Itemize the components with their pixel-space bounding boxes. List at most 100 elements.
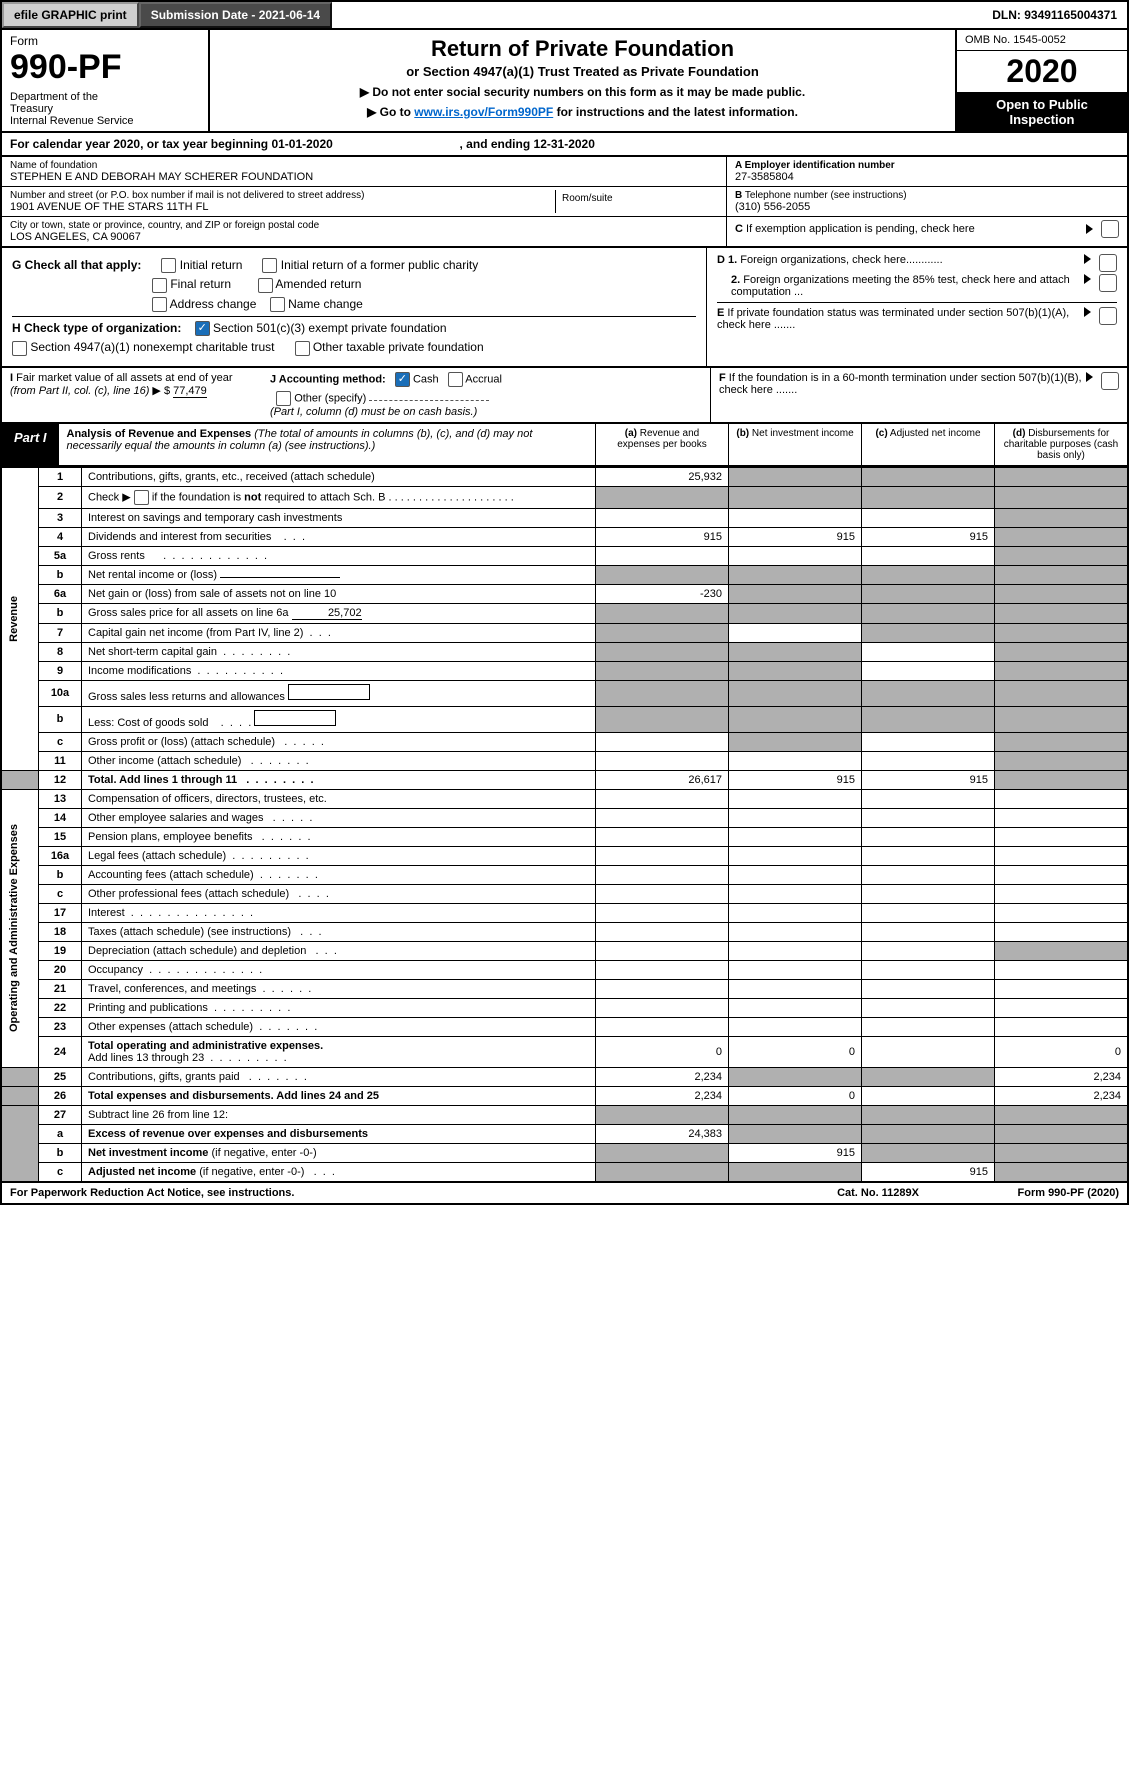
form-number: 990-PF <box>10 48 200 87</box>
foundation-name: STEPHEN E AND DEBORAH MAY SCHERER FOUNDA… <box>10 171 718 183</box>
arrow-icon <box>1084 274 1091 284</box>
part-1-label: Part I <box>2 424 59 465</box>
table-row: 27Subtract line 26 from line 12: <box>1 1105 1128 1124</box>
d2-label: 2. Foreign organizations meeting the 85%… <box>717 274 1084 298</box>
table-row: 4Dividends and interest from securities … <box>1 527 1128 546</box>
final-return-checkbox[interactable] <box>152 278 167 293</box>
table-row: aExcess of revenue over expenses and dis… <box>1 1124 1128 1143</box>
paperwork-notice: For Paperwork Reduction Act Notice, see … <box>10 1187 837 1199</box>
table-row: Revenue 1Contributions, gifts, grants, e… <box>1 467 1128 486</box>
col-b-header: (b) Net investment income <box>728 424 861 465</box>
table-row: 2Check ▶ if the foundation is not requir… <box>1 486 1128 508</box>
section-i-j: I Fair market value of all assets at end… <box>0 368 1129 424</box>
note-2: ▶ Go to www.irs.gov/Form990PF for instru… <box>220 105 945 119</box>
table-row: bNet investment income (if negative, ent… <box>1 1143 1128 1162</box>
form-word: Form <box>10 34 200 48</box>
f-label: F If the foundation is in a 60-month ter… <box>719 372 1086 418</box>
e-checkbox[interactable] <box>1099 307 1117 325</box>
g-label: G Check all that apply: <box>12 258 141 272</box>
table-row: 22Printing and publications . . . . . . … <box>1 998 1128 1017</box>
calendar-year-line: For calendar year 2020, or tax year begi… <box>0 133 1129 157</box>
other-method-checkbox[interactable] <box>276 391 291 406</box>
table-row: 5aGross rents . . . . . . . . . . . . <box>1 546 1128 565</box>
table-row: 8Net short-term capital gain . . . . . .… <box>1 642 1128 661</box>
amended-return-checkbox[interactable] <box>258 278 273 293</box>
check-section: G Check all that apply: Initial return I… <box>0 248 1129 368</box>
instructions-link[interactable]: www.irs.gov/Form990PF <box>414 105 553 119</box>
address-change-checkbox[interactable] <box>152 297 167 312</box>
table-row: 11Other income (attach schedule) . . . .… <box>1 751 1128 770</box>
tax-year: 2020 <box>957 51 1127 93</box>
form-title: Return of Private Foundation <box>220 36 945 62</box>
table-row: cGross profit or (loss) (attach schedule… <box>1 732 1128 751</box>
table-row: bLess: Cost of goods sold . . . . <box>1 706 1128 732</box>
table-row: 15Pension plans, employee benefits . . .… <box>1 827 1128 846</box>
table-row: cOther professional fees (attach schedul… <box>1 884 1128 903</box>
note-1: ▶ Do not enter social security numbers o… <box>220 85 945 99</box>
table-row: 21Travel, conferences, and meetings . . … <box>1 979 1128 998</box>
sch-b-checkbox[interactable] <box>134 490 149 505</box>
phone-value: (310) 556-2055 <box>735 201 1119 213</box>
table-row: bGross sales price for all assets on lin… <box>1 603 1128 623</box>
room-suite-label: Room/suite <box>556 190 718 213</box>
ein-label: A Employer identification number <box>735 160 1119 171</box>
table-row: 16aLegal fees (attach schedule) . . . . … <box>1 846 1128 865</box>
d1-checkbox[interactable] <box>1099 254 1117 272</box>
initial-return-checkbox[interactable] <box>161 258 176 273</box>
col-d-header: (d) Disbursements for charitable purpose… <box>994 424 1127 465</box>
submission-button[interactable]: Submission Date - 2021-06-14 <box>139 2 332 28</box>
exemption-checkbox[interactable] <box>1101 220 1119 238</box>
cash-checkbox[interactable] <box>395 372 410 387</box>
table-row: 14Other employee salaries and wages . . … <box>1 808 1128 827</box>
form-header: Form 990-PF Department of theTreasuryInt… <box>0 30 1129 133</box>
city-label: City or town, state or province, country… <box>10 220 718 231</box>
phone-label: B Telephone number (see instructions) <box>735 190 1119 201</box>
f-checkbox[interactable] <box>1101 372 1119 390</box>
name-change-checkbox[interactable] <box>270 297 285 312</box>
efile-button[interactable]: efile GRAPHIC print <box>2 2 139 28</box>
table-row: 3Interest on savings and temporary cash … <box>1 508 1128 527</box>
other-taxable-checkbox[interactable] <box>295 341 310 356</box>
col-c-header: (c) Adjusted net income <box>861 424 994 465</box>
arrow-icon <box>1086 224 1093 234</box>
table-row: 10aGross sales less returns and allowanc… <box>1 680 1128 706</box>
table-row: cAdjusted net income (if negative, enter… <box>1 1162 1128 1182</box>
dln-text: DLN: 93491165004371 <box>982 4 1127 26</box>
4947-checkbox[interactable] <box>12 341 27 356</box>
table-row: 26Total expenses and disbursements. Add … <box>1 1086 1128 1105</box>
foundation-name-label: Name of foundation <box>10 160 718 171</box>
h-label: H Check type of organization: <box>12 321 181 335</box>
table-row: 23Other expenses (attach schedule) . . .… <box>1 1017 1128 1036</box>
e-label: E If private foundation status was termi… <box>717 307 1084 331</box>
part-1-header: Part I Analysis of Revenue and Expenses … <box>0 424 1129 467</box>
initial-former-checkbox[interactable] <box>262 258 277 273</box>
expenses-label: Operating and Administrative Expenses <box>8 824 20 1032</box>
d2-checkbox[interactable] <box>1099 274 1117 292</box>
catalog-number: Cat. No. 11289X <box>837 1187 919 1199</box>
address: 1901 AVENUE OF THE STARS 11TH FL <box>10 201 555 213</box>
entity-info: Name of foundation STEPHEN E AND DEBORAH… <box>0 157 1129 248</box>
col-a-header: (a) Revenue and expenses per books <box>595 424 728 465</box>
table-row: 6aNet gain or (loss) from sale of assets… <box>1 584 1128 603</box>
d1-label: D 1. Foreign organizations, check here..… <box>717 254 1084 272</box>
arrow-icon <box>1086 372 1093 382</box>
exemption-pending-label: C If exemption application is pending, c… <box>735 223 1086 235</box>
form-subtitle: or Section 4947(a)(1) Trust Treated as P… <box>220 64 945 79</box>
table-row: bAccounting fees (attach schedule) . . .… <box>1 865 1128 884</box>
form-ref: Form 990-PF (2020) <box>919 1187 1119 1199</box>
table-row: 7Capital gain net income (from Part IV, … <box>1 623 1128 642</box>
table-row: bNet rental income or (loss) <box>1 565 1128 584</box>
fmv-value: 77,479 <box>173 385 207 398</box>
ein-value: 27-3585804 <box>735 171 1119 183</box>
accrual-checkbox[interactable] <box>448 372 463 387</box>
table-row: 24Total operating and administrative exp… <box>1 1036 1128 1067</box>
table-row: Operating and Administrative Expenses 13… <box>1 789 1128 808</box>
501c3-checkbox[interactable] <box>195 321 210 336</box>
top-bar: efile GRAPHIC print Submission Date - 20… <box>0 0 1129 30</box>
page-footer: For Paperwork Reduction Act Notice, see … <box>0 1183 1129 1205</box>
dept-text: Department of theTreasuryInternal Revenu… <box>10 91 200 127</box>
table-row: 17Interest . . . . . . . . . . . . . . <box>1 903 1128 922</box>
omb-number: OMB No. 1545-0052 <box>957 30 1127 51</box>
city-state-zip: LOS ANGELES, CA 90067 <box>10 231 718 243</box>
open-to-public: Open to PublicInspection <box>957 93 1127 131</box>
